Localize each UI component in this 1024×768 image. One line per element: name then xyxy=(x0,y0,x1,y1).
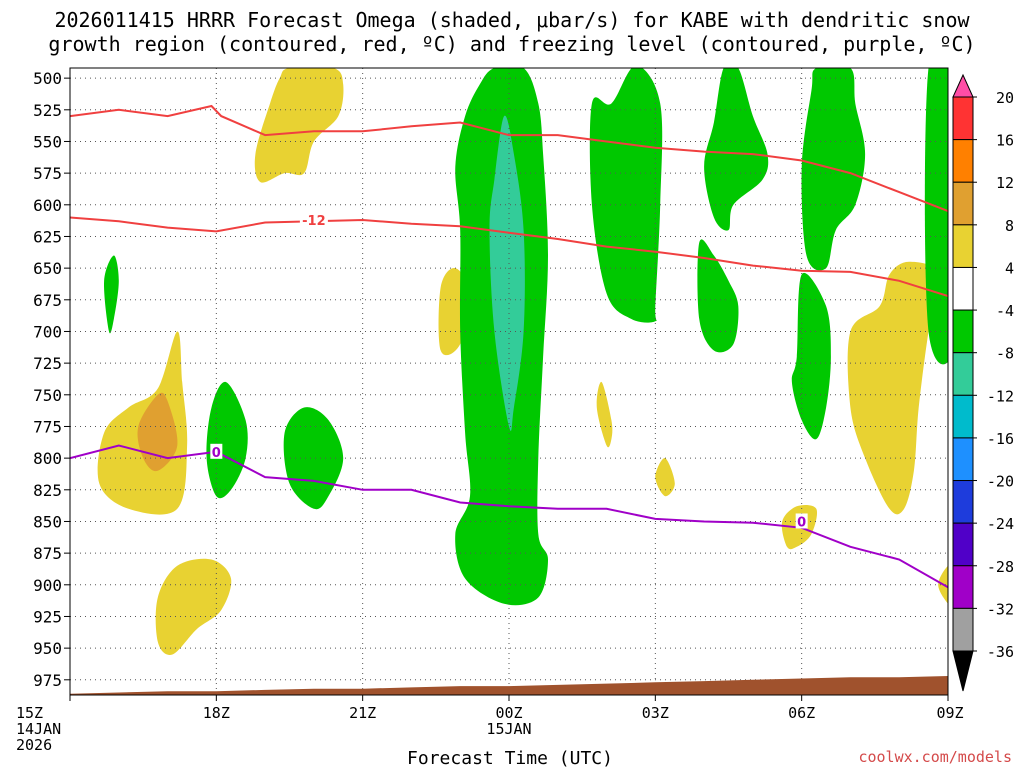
contour-labels: -12 0 0 xyxy=(210,212,808,530)
chart-title-line-1: 2026011415 HRRR Forecast Omega (shaded, … xyxy=(54,8,970,32)
colorbar-label-10: -24 xyxy=(987,515,1014,533)
dgz-label-bg-1 xyxy=(299,212,328,227)
colorbar-bottom-arrow xyxy=(952,650,974,692)
colorbar-segment-11 xyxy=(952,522,974,567)
ytick-label-625: 625 xyxy=(33,227,62,246)
omega-region-15 xyxy=(801,68,866,271)
freezing-label-bg-1 xyxy=(795,513,808,529)
ytick-label-750: 750 xyxy=(33,386,62,405)
ytick-label-500: 500 xyxy=(33,69,62,88)
ytick-label-675: 675 xyxy=(33,291,62,310)
colorbar: 20 16 12 8 4 -4 -8 -12 -16 -20 -24 -28 -32 -36 xyxy=(952,73,1014,692)
freezing-label-0: 0 xyxy=(212,446,221,461)
ytick-label-600: 600 xyxy=(33,196,62,215)
colorbar-segment-2 xyxy=(952,139,974,183)
ytick-label-875: 875 xyxy=(33,544,62,563)
omega-region-19 xyxy=(206,381,248,499)
colorbar-label-13: -36 xyxy=(987,643,1014,661)
omega-region-3 xyxy=(254,68,344,183)
xtick-label-27-0: 03Z xyxy=(642,704,669,722)
colorbar-segment-4 xyxy=(952,224,974,268)
xtick-label-30-0: 06Z xyxy=(788,704,815,722)
omega-region-8 xyxy=(847,261,939,515)
colorbar-label-5: -4 xyxy=(996,302,1014,320)
omega-region-12 xyxy=(589,68,663,323)
colorbar-label-3: 8 xyxy=(1005,217,1014,235)
colorbar-label-6: -8 xyxy=(996,345,1014,363)
colorbar-segment-7 xyxy=(952,352,974,396)
xtick-label-24-0: 00Z xyxy=(495,704,522,722)
xtick-label-15-1: 14JAN xyxy=(16,720,61,738)
omega-region-6 xyxy=(655,458,675,497)
ytick-label-550: 550 xyxy=(33,132,62,151)
terrain-surface xyxy=(70,676,948,695)
ytick-label-950: 950 xyxy=(33,639,62,658)
omega-region-2 xyxy=(155,558,232,655)
colorbar-label-12: -32 xyxy=(987,600,1014,618)
colorbar-label-8: -16 xyxy=(987,430,1014,448)
chart-title-line-2: growth region (contoured, red, ºC) and f… xyxy=(48,32,975,56)
omega-region-1 xyxy=(137,392,178,472)
xtick-label-24-1: 15JAN xyxy=(486,720,531,738)
xtick-label-33-0: 09Z xyxy=(936,704,963,722)
dgz-label-1: -12 xyxy=(302,214,326,229)
colorbar-segment-3 xyxy=(952,181,974,226)
colorbar-segment-13 xyxy=(952,607,974,652)
ytick-label-650: 650 xyxy=(33,259,62,278)
omega-shaded-regions xyxy=(97,68,948,655)
colorbar-label-1: 16 xyxy=(996,132,1014,150)
ytick-label-850: 850 xyxy=(33,512,62,531)
xtick-label-18-0: 18Z xyxy=(203,704,230,722)
colorbar-label-9: -20 xyxy=(987,473,1014,491)
dgz-contour-0 xyxy=(70,104,948,213)
omega-region-13 xyxy=(704,68,769,231)
credit-text: coolwx.com/models xyxy=(858,748,1012,766)
colorbar-segment-1 xyxy=(952,96,974,141)
omega-region-11 xyxy=(489,115,525,432)
ytick-label-700: 700 xyxy=(33,322,62,341)
dgz-contour-1 xyxy=(70,216,948,297)
y-axis-ticks: 500 525 550 575 600 625 650 675 700 725 750 775 800 8… xyxy=(33,69,70,690)
freezing-label-1: 0 xyxy=(797,515,806,530)
colorbar-segment-12 xyxy=(952,565,974,609)
ytick-label-900: 900 xyxy=(33,576,62,595)
colorbar-label-4: 4 xyxy=(1005,259,1014,277)
ytick-label-925: 925 xyxy=(33,607,62,626)
colorbar-segment-8 xyxy=(952,394,974,439)
colorbar-segment-10 xyxy=(952,480,974,524)
xtick-label-15-2: 2026 xyxy=(16,736,52,754)
terrain-fill xyxy=(70,676,948,695)
omega-region-14 xyxy=(697,239,739,353)
colorbar-segment-5 xyxy=(952,266,974,311)
omega-region-5 xyxy=(596,381,613,448)
ytick-label-525: 525 xyxy=(33,101,62,120)
x-axis-label: Forecast Time (UTC) xyxy=(407,748,613,768)
xtick-label-15-0: 15Z xyxy=(16,704,43,722)
colorbar-label-2: 12 xyxy=(996,174,1014,192)
omega-region-16 xyxy=(791,272,831,440)
freezing-label-bg-0 xyxy=(210,443,223,459)
ytick-label-725: 725 xyxy=(33,354,62,373)
ytick-label-800: 800 xyxy=(33,449,62,468)
omega-region-20 xyxy=(283,407,344,510)
colorbar-label-11: -28 xyxy=(987,558,1014,576)
colorbar-top-arrow xyxy=(952,73,974,98)
colorbar-segment-9 xyxy=(952,437,974,482)
colorbar-label-7: -12 xyxy=(987,387,1014,405)
ytick-label-975: 975 xyxy=(33,671,62,690)
colorbar-segment-6 xyxy=(952,309,974,354)
omega-region-18 xyxy=(103,255,119,334)
ytick-label-575: 575 xyxy=(33,164,62,183)
xtick-label-21-0: 21Z xyxy=(349,704,376,722)
ytick-label-775: 775 xyxy=(33,417,62,436)
colorbar-label-0: 20 xyxy=(996,89,1014,107)
ytick-label-825: 825 xyxy=(33,481,62,500)
